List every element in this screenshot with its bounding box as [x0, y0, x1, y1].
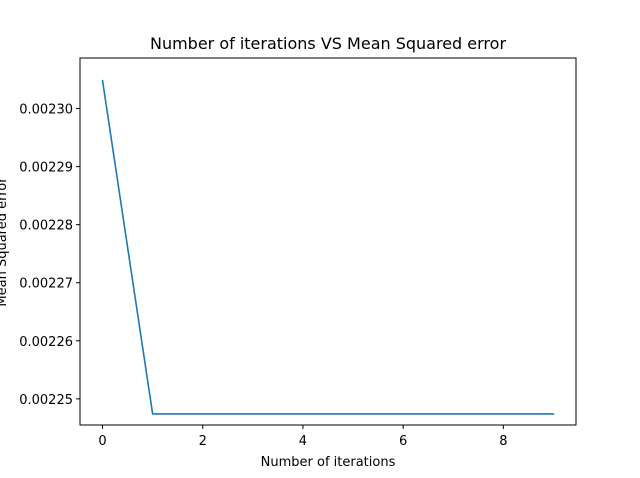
y-tick-label: 0.00227: [19, 277, 73, 292]
x-tick-label: 6: [399, 434, 407, 449]
x-tick-label: 4: [299, 434, 307, 449]
y-axis-label: Mean Squared error: [0, 177, 10, 307]
y-tick-label: 0.00230: [19, 103, 73, 118]
y-tick-label: 0.00229: [19, 161, 73, 176]
x-tick-label: 8: [499, 434, 507, 449]
series-line-0: [101, 79, 555, 415]
plot-area-frame: [79, 57, 577, 426]
y-tick-label: 0.00226: [19, 335, 73, 350]
x-tick-label: 0: [98, 434, 106, 449]
x-axis-label: Number of iterations: [261, 455, 396, 470]
chart-title: Number of iterations VS Mean Squared err…: [150, 34, 506, 53]
x-tick-label: 2: [199, 434, 207, 449]
y-tick-label: 0.00228: [19, 219, 73, 234]
y-tick-label: 0.00225: [19, 393, 73, 408]
